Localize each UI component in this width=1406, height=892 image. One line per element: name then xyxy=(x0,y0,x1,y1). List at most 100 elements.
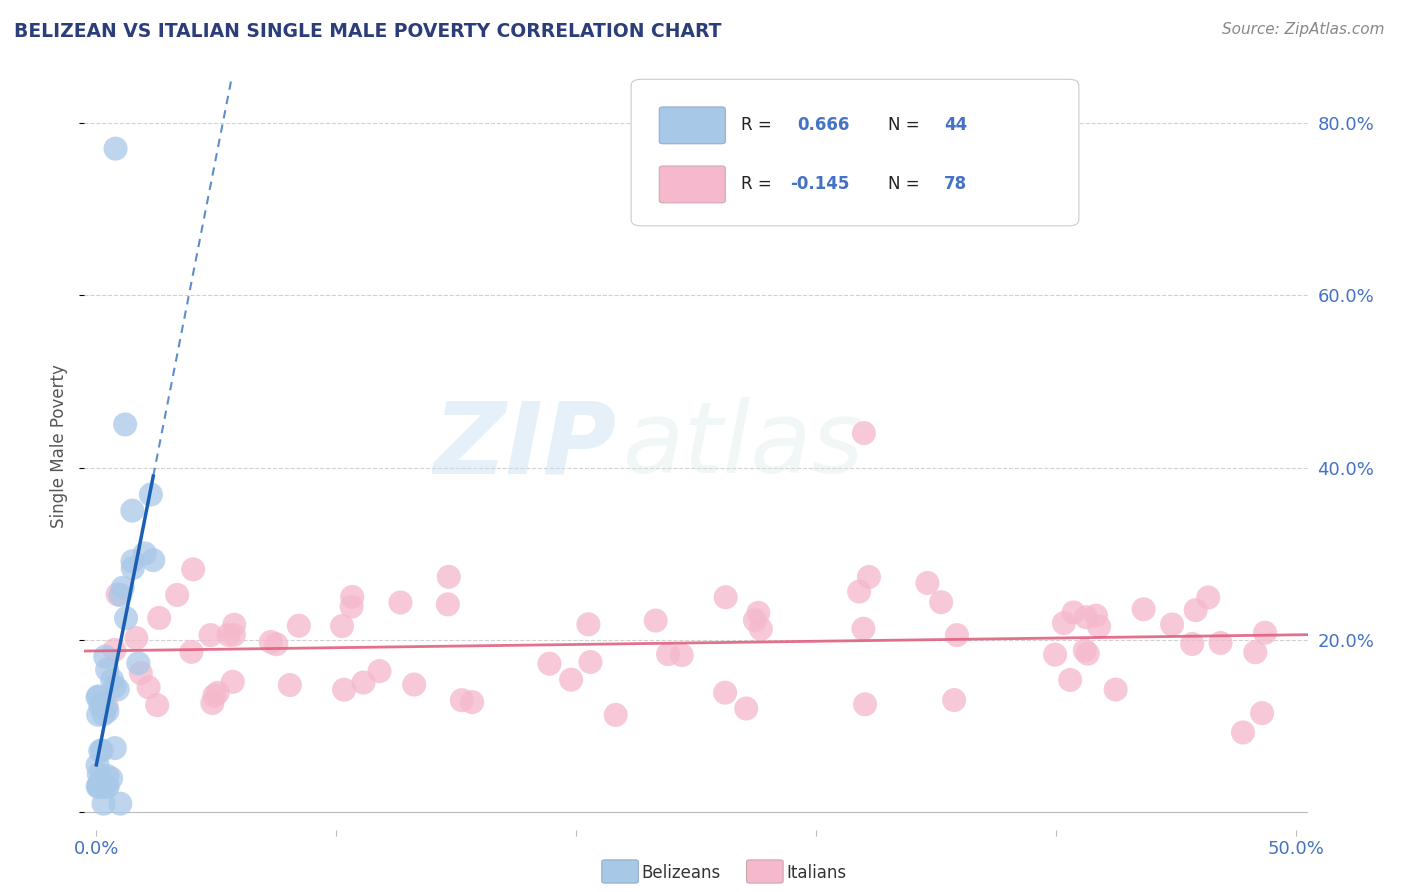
Point xyxy=(96,769,118,783)
Point xyxy=(744,613,766,627)
Point xyxy=(148,611,170,625)
Point xyxy=(278,678,301,692)
Point xyxy=(368,664,391,678)
Point xyxy=(352,675,374,690)
Point xyxy=(89,699,111,714)
Point xyxy=(579,655,602,669)
Point xyxy=(1244,645,1267,659)
Text: BELIZEAN VS ITALIAN SINGLE MALE POVERTY CORRELATION CHART: BELIZEAN VS ITALIAN SINGLE MALE POVERTY … xyxy=(14,22,721,41)
Point xyxy=(107,587,129,601)
Point xyxy=(605,707,627,722)
Point xyxy=(204,689,226,703)
Point xyxy=(1088,619,1111,633)
Point xyxy=(125,631,148,645)
Point xyxy=(342,590,364,604)
Point xyxy=(1104,682,1126,697)
Point xyxy=(260,635,283,649)
Text: atlas: atlas xyxy=(623,398,865,494)
Point xyxy=(858,570,880,584)
Point xyxy=(87,780,110,794)
Point xyxy=(121,561,143,575)
Point xyxy=(437,570,460,584)
Point xyxy=(146,698,169,713)
Point xyxy=(1209,636,1232,650)
FancyBboxPatch shape xyxy=(659,107,725,144)
Point xyxy=(114,417,136,432)
Text: Source: ZipAtlas.com: Source: ZipAtlas.com xyxy=(1222,22,1385,37)
Point xyxy=(139,487,162,501)
Point xyxy=(852,426,875,441)
Point xyxy=(127,657,149,671)
Point xyxy=(1254,625,1277,640)
Point xyxy=(89,780,111,794)
Point xyxy=(389,595,412,609)
Point xyxy=(1074,643,1097,657)
Point xyxy=(201,696,224,710)
Point xyxy=(104,142,127,156)
Point xyxy=(450,693,472,707)
Point xyxy=(87,707,110,722)
Point xyxy=(578,617,600,632)
Point xyxy=(333,682,356,697)
Point xyxy=(852,622,875,636)
Point xyxy=(657,647,679,661)
Point xyxy=(735,701,758,715)
Point xyxy=(87,690,110,704)
Text: 44: 44 xyxy=(945,116,967,135)
Y-axis label: Single Male Poverty: Single Male Poverty xyxy=(49,364,67,528)
Point xyxy=(560,673,582,687)
Point xyxy=(1161,617,1184,632)
Point xyxy=(104,680,127,694)
Point xyxy=(538,657,561,671)
Point xyxy=(1059,673,1081,687)
Text: R =: R = xyxy=(741,176,778,194)
Text: Italians: Italians xyxy=(786,864,846,882)
Point xyxy=(1053,616,1076,631)
Point xyxy=(90,773,112,788)
Point xyxy=(96,663,118,677)
Point xyxy=(437,598,460,612)
Point xyxy=(104,741,127,756)
Point xyxy=(129,666,152,681)
Point xyxy=(91,696,114,710)
Point xyxy=(110,588,132,602)
Point xyxy=(107,682,129,697)
Point xyxy=(929,595,952,609)
Point xyxy=(330,619,353,633)
Text: R =: R = xyxy=(741,116,778,135)
Point xyxy=(644,614,666,628)
Text: -0.145: -0.145 xyxy=(790,176,849,194)
Point xyxy=(115,611,138,625)
Point xyxy=(1197,591,1219,605)
Text: 0.666: 0.666 xyxy=(797,116,849,135)
Point xyxy=(134,546,156,560)
Point xyxy=(200,628,222,642)
Point xyxy=(87,767,110,781)
Text: N =: N = xyxy=(889,176,925,194)
Point xyxy=(288,618,311,632)
Point xyxy=(96,780,118,794)
Point xyxy=(1074,610,1097,624)
Text: ZIP: ZIP xyxy=(433,398,616,494)
Point xyxy=(97,780,120,794)
FancyBboxPatch shape xyxy=(659,166,725,202)
FancyBboxPatch shape xyxy=(631,79,1078,226)
Text: N =: N = xyxy=(889,116,925,135)
Point xyxy=(181,562,204,576)
Point xyxy=(87,780,110,794)
Point xyxy=(853,698,876,712)
Point xyxy=(121,554,143,568)
Point xyxy=(749,622,772,636)
Point xyxy=(86,780,108,794)
Point xyxy=(1063,606,1085,620)
Text: Belizeans: Belizeans xyxy=(641,864,720,882)
Point xyxy=(207,686,229,700)
Point xyxy=(89,776,111,790)
Point xyxy=(94,649,117,664)
Point xyxy=(671,648,693,662)
Point xyxy=(96,698,118,713)
Point xyxy=(89,744,111,758)
Point xyxy=(138,681,160,695)
Point xyxy=(142,553,165,567)
Point xyxy=(224,617,246,632)
